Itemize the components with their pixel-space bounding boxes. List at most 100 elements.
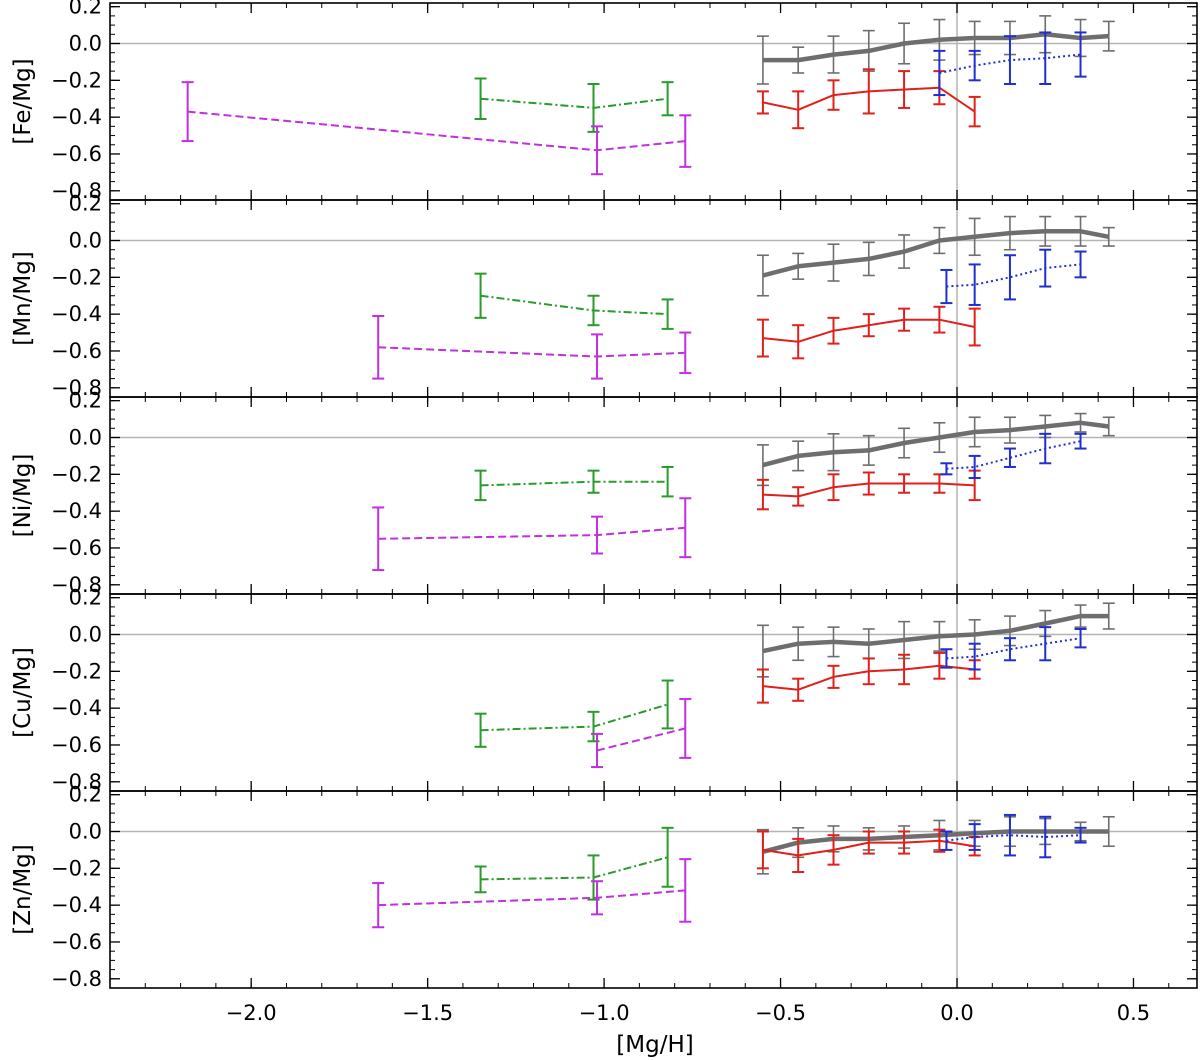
- panel-4: 0.2 0.0 −0.2 −0.4 −0.6 −0.8 [Zn/Mg]: [10, 783, 1198, 991]
- series-gray: [756, 602, 1115, 678]
- series-line-purple: [596, 727, 686, 752]
- y-tick-label: 0.0: [69, 820, 102, 844]
- series-green: [474, 679, 674, 748]
- series-red: [756, 469, 981, 511]
- series-green: [474, 465, 674, 502]
- y-tick-label: −0.4: [51, 105, 102, 129]
- series-line-blue: [939, 53, 1081, 74]
- series-line-red: [762, 482, 975, 498]
- y-tick-label: 0.0: [69, 32, 102, 56]
- x-tick-label: 0.0: [940, 1001, 973, 1025]
- x-tick-label: −1.5: [402, 1001, 453, 1025]
- series-line-blue: [946, 263, 1081, 288]
- y-tick-label: −0.4: [51, 893, 102, 917]
- x-tick-label: −1.0: [579, 1001, 630, 1025]
- y-tick-label: 0.2: [69, 783, 102, 807]
- series-line-red: [762, 664, 975, 691]
- y-tick-label: −0.2: [51, 68, 102, 92]
- y-axis-title: [Fe/Mg]: [10, 58, 36, 144]
- series-green: [474, 272, 674, 330]
- series-green: [474, 826, 674, 901]
- y-tick-label: −0.8: [51, 179, 102, 203]
- y-tick-label: 0.2: [69, 586, 102, 610]
- series-gray: [756, 15, 1115, 85]
- series-blue: [940, 248, 1087, 306]
- y-tick-label: −0.6: [51, 142, 102, 166]
- panel-data: [372, 412, 1115, 572]
- y-tick-label: −0.8: [51, 967, 102, 991]
- series-purple: [181, 81, 692, 176]
- x-tick-label: −0.5: [755, 1001, 806, 1025]
- series-line-red: [762, 318, 975, 343]
- x-tick-label: 0.5: [1117, 1001, 1150, 1025]
- panel-data: [372, 813, 1115, 929]
- y-tick-label: 0.2: [69, 0, 102, 19]
- series-purple: [372, 858, 692, 929]
- series-line-blue: [946, 637, 1081, 660]
- y-tick-label: −0.8: [51, 573, 102, 597]
- panel-frame: [109, 790, 1198, 989]
- y-tick-label: −0.2: [51, 462, 102, 486]
- series-green: [474, 77, 674, 133]
- series-line-red: [762, 839, 975, 857]
- series-line-green: [480, 294, 668, 316]
- y-tick-label: 0.0: [69, 623, 102, 647]
- y-tick-label: −0.4: [51, 302, 102, 326]
- y-tick-label: −0.6: [51, 536, 102, 560]
- y-tick-label: −0.6: [51, 930, 102, 954]
- series-line-blue: [946, 834, 1081, 842]
- y-tick-label: 0.2: [69, 192, 102, 216]
- y-axis-title: [Mn/Mg]: [10, 251, 36, 346]
- y-tick-label: −0.8: [51, 770, 102, 794]
- x-tick-label: −2.0: [226, 1001, 277, 1025]
- series-red: [756, 68, 981, 130]
- y-tick-label: 0.0: [69, 229, 102, 253]
- y-tick-label: −0.2: [51, 265, 102, 289]
- y-tick-label: −0.4: [51, 696, 102, 720]
- series-line-purple: [378, 346, 686, 358]
- series-line-blue: [946, 440, 1081, 470]
- series-line-green: [480, 480, 668, 487]
- series-gray: [756, 815, 1115, 875]
- series-purple: [372, 314, 692, 380]
- panel-frame: [109, 2, 1198, 201]
- series-line-purple: [378, 526, 686, 540]
- series-purple: [591, 697, 692, 769]
- series-red: [756, 305, 981, 360]
- y-tick-label: −0.2: [51, 659, 102, 683]
- series-line-green: [480, 856, 668, 881]
- series-blue: [940, 626, 1087, 671]
- series-blue: [933, 31, 1087, 97]
- y-tick-label: −0.8: [51, 376, 102, 400]
- panel-1: 0.2 0.0 −0.2 −0.4 −0.6 −0.8 [Mn/Mg]: [10, 192, 1198, 400]
- x-axis-title: [Mg/H]: [616, 1032, 693, 1058]
- y-tick-label: −0.6: [51, 733, 102, 757]
- panel-data: [372, 215, 1115, 380]
- series-gray: [756, 412, 1115, 487]
- series-blue: [940, 432, 1087, 480]
- y-axis-title: [Ni/Mg]: [10, 454, 36, 538]
- y-tick-label: −0.6: [51, 339, 102, 363]
- series-red: [756, 651, 981, 704]
- series-line-purple: [187, 110, 686, 152]
- series-line-gray: [762, 420, 1110, 468]
- series-purple: [372, 497, 692, 572]
- series-line-gray: [762, 613, 1109, 654]
- series-gray: [756, 215, 1115, 297]
- y-tick-label: 0.0: [69, 426, 102, 450]
- y-tick-label: −0.2: [51, 856, 102, 880]
- series-line-gray: [762, 229, 1110, 278]
- series-line-green: [480, 97, 668, 109]
- series-blue: [940, 813, 1087, 859]
- y-tick-label: −0.4: [51, 499, 102, 523]
- panel-3: 0.2 0.0 −0.2 −0.4 −0.6 −0.8 [Cu/Mg]: [10, 586, 1198, 794]
- series-line-gray: [762, 32, 1109, 63]
- y-axis-title: [Cu/Mg]: [10, 647, 36, 738]
- y-tick-label: 0.2: [69, 389, 102, 413]
- series-line-purple: [378, 889, 686, 907]
- panel-data: [181, 15, 1115, 176]
- panel-2: 0.2 0.0 −0.2 −0.4 −0.6 −0.8 [Ni/Mg]: [10, 389, 1198, 597]
- y-axis-title: [Zn/Mg]: [10, 844, 36, 934]
- panel-data: [474, 602, 1115, 769]
